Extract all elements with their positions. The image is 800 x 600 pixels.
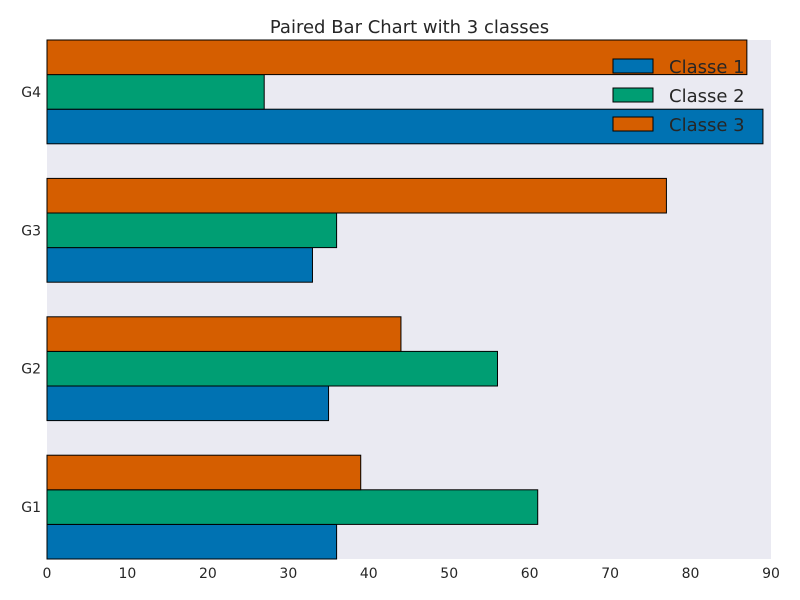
bar-g2-series-3 xyxy=(46,316,402,352)
legend-swatch-series-3 xyxy=(612,116,654,132)
legend-label-series-2: Classe 2 xyxy=(669,86,745,107)
bar-g4-series-2 xyxy=(46,74,265,110)
bar-g1-series-1 xyxy=(46,523,338,560)
bar-g2-series-2 xyxy=(46,350,498,387)
x-tick-label: 60 xyxy=(521,566,539,582)
x-tick-label: 80 xyxy=(682,566,700,582)
bar-g3-series-1 xyxy=(46,247,313,283)
x-tick-label: 90 xyxy=(762,566,780,582)
x-tick-label: 0 xyxy=(43,566,52,582)
legend-swatch-series-1 xyxy=(612,58,654,74)
x-tick-label: 70 xyxy=(601,566,619,582)
bar-g1-series-3 xyxy=(46,454,362,491)
bar-g3-series-3 xyxy=(46,177,667,214)
y-tick-label: G1 xyxy=(21,500,41,516)
bar-g1-series-2 xyxy=(46,489,539,525)
x-tick-label: 50 xyxy=(440,566,458,582)
bars-layer xyxy=(46,39,764,560)
bar-g2-series-1 xyxy=(46,385,330,422)
y-axis: G1 G2 G3 G4 xyxy=(21,85,41,516)
x-axis: 0 10 20 30 40 50 60 70 80 90 xyxy=(43,566,780,582)
x-tick-label: 30 xyxy=(279,566,297,582)
x-tick-label: 10 xyxy=(119,566,137,582)
y-tick-label: G4 xyxy=(21,85,41,101)
y-tick-label: G3 xyxy=(21,223,41,239)
x-tick-label: 40 xyxy=(360,566,378,582)
legend-label-series-1: Classe 1 xyxy=(669,57,745,78)
chart-title: Paired Bar Chart with 3 classes xyxy=(270,17,549,38)
legend-swatch-series-2 xyxy=(612,87,654,103)
legend: Classe 1 Classe 2 Classe 3 xyxy=(612,57,745,136)
bar-g3-series-2 xyxy=(46,212,338,249)
y-tick-label: G2 xyxy=(21,362,41,378)
x-tick-label: 20 xyxy=(199,566,217,582)
bar-g4-series-1 xyxy=(46,108,764,145)
legend-label-series-3: Classe 3 xyxy=(669,115,745,136)
